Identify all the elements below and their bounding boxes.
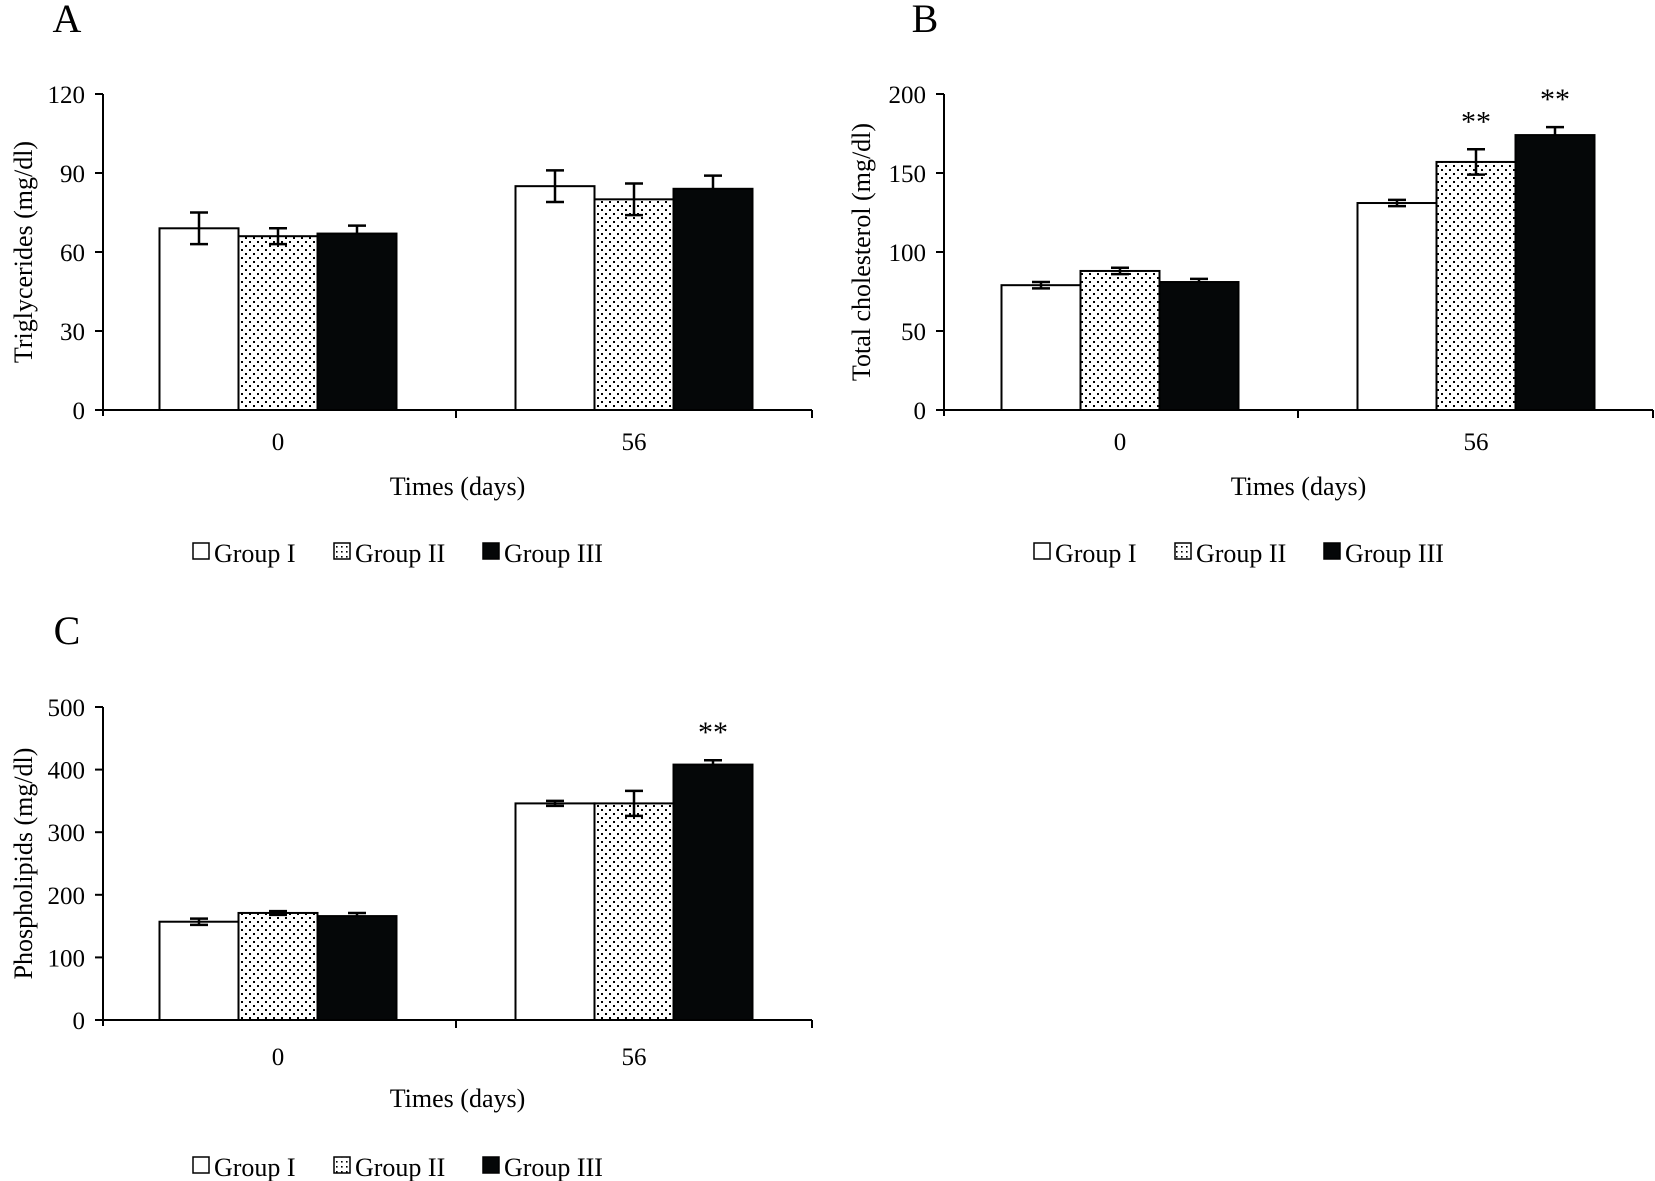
bar-group-i-day-56: [514, 185, 596, 411]
y-axis-label: Total cholesterol (mg/dl): [847, 123, 876, 381]
x-tick-label: 0: [272, 429, 285, 456]
y-axis-label: Triglycerides (mg/dl): [9, 141, 38, 363]
bar-group-i-day-0: [1000, 284, 1082, 411]
chart-panel-a: A 0 30 60 90 120 0 56 Times (days) Triglycerides …: [9, 0, 813, 568]
significance-annotation: **: [698, 716, 728, 749]
x-axis-label: Times (days): [1231, 472, 1367, 501]
x-axis-label: Times (days): [390, 1084, 526, 1113]
bar-group-ii-day-0: [1079, 269, 1161, 411]
bar-group-i-day-0: [158, 920, 240, 1022]
y-tick-label: 400: [48, 758, 86, 785]
bar-group-iii-day-0: [316, 232, 398, 411]
y-tick-label: 100: [48, 945, 86, 972]
chart-panel-b: B 0 50 100 150 200 0 56 Times (days) Total choles…: [847, 0, 1654, 568]
y-axis-label: Phospholipids (mg/dl): [9, 748, 38, 980]
y-tick-label: 300: [48, 820, 86, 847]
legend-swatch-3: [482, 542, 500, 560]
legend-label: Group III: [504, 1153, 603, 1181]
legend-swatch-1: [192, 542, 210, 560]
y-tick-label: 500: [48, 695, 86, 722]
legend-label: Group III: [504, 539, 603, 568]
legend-swatch-1: [192, 1156, 210, 1174]
y-tick-label: 200: [48, 883, 86, 910]
y-tick-label: 0: [73, 1008, 86, 1035]
y-tick-label: 120: [48, 82, 86, 109]
bar-group-iii-day-56: [672, 763, 754, 1021]
y-tick-label: 50: [901, 319, 926, 346]
bar-group-ii-day-0: [237, 235, 319, 411]
significance-annotation: **: [1461, 105, 1491, 138]
bar-group-ii-day-56: [593, 802, 675, 1021]
panel-label: A: [53, 0, 82, 41]
bar-group-iii-day-56: [1514, 134, 1596, 412]
y-tick-label: 30: [60, 319, 85, 346]
panel-label: B: [912, 0, 939, 41]
legend-label: Group II: [355, 1153, 445, 1181]
y-tick-label: 60: [60, 240, 85, 267]
legend-label: Group I: [1055, 539, 1137, 568]
bar-group-i-day-56: [1356, 202, 1438, 411]
x-tick-label: 0: [1114, 429, 1127, 456]
x-axis-label: Times (days): [390, 472, 526, 501]
legend-label: Group II: [355, 539, 445, 568]
y-tick-label: 0: [73, 398, 86, 425]
x-tick-label: 56: [622, 1044, 647, 1071]
legend-label: Group I: [214, 1153, 296, 1181]
y-tick-label: 150: [889, 161, 927, 188]
legend-swatch-2: [1174, 542, 1192, 560]
y-tick-label: 200: [889, 82, 927, 109]
bar-group-iii-day-0: [1158, 281, 1240, 411]
legend-swatch-3: [482, 1156, 500, 1174]
bar-group-ii-day-56: [1435, 160, 1517, 411]
legend-swatch-3: [1323, 542, 1341, 560]
bar-group-iii-day-0: [316, 915, 398, 1021]
bar-group-ii-day-56: [593, 198, 675, 411]
y-tick-label: 100: [889, 240, 927, 267]
bar-group-i-day-0: [158, 227, 240, 411]
y-tick-label: 90: [60, 161, 85, 188]
legend-label: Group III: [1345, 539, 1444, 568]
legend-swatch-1: [1033, 542, 1051, 560]
bar-group-iii-day-56: [672, 187, 754, 411]
x-tick-label: 56: [622, 429, 647, 456]
significance-annotation: **: [1540, 83, 1570, 116]
y-tick-label: 0: [914, 398, 927, 425]
x-tick-label: 0: [272, 1044, 285, 1071]
legend-swatch-2: [333, 1156, 351, 1174]
legend-swatch-2: [333, 542, 351, 560]
bar-group-i-day-56: [514, 802, 596, 1021]
panel-label: C: [54, 608, 81, 653]
x-tick-label: 56: [1464, 429, 1489, 456]
legend-label: Group II: [1196, 539, 1286, 568]
bar-group-ii-day-0: [237, 911, 319, 1021]
chart-panel-c: C 0 100 200 300 400 500 0 56 Times (days) Phosphol…: [9, 608, 813, 1181]
legend-label: Group I: [214, 539, 296, 568]
